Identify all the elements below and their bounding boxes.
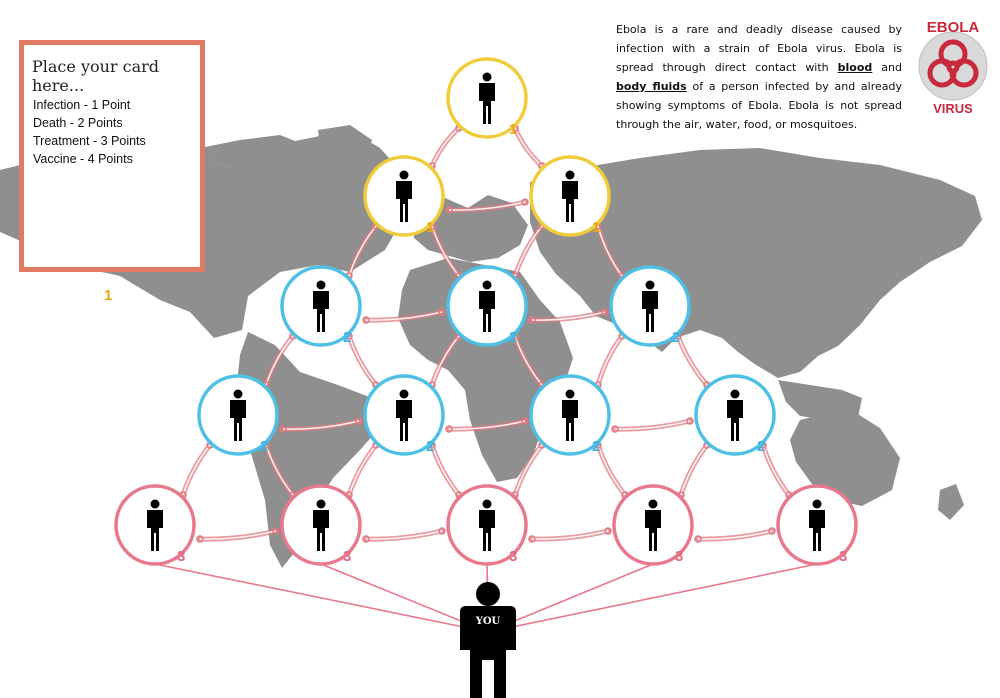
horizontal-connector — [528, 527, 612, 543]
person-icon — [645, 499, 661, 551]
you-link-line — [154, 563, 489, 633]
person-icon — [479, 280, 495, 332]
person-node[interactable]: 3 — [114, 484, 196, 566]
person-icon — [147, 499, 163, 551]
logo-top-text: EBOLA — [927, 19, 980, 36]
horizontal-connector — [362, 308, 446, 324]
person-node[interactable]: 1 — [363, 155, 445, 237]
diagonal-connector — [594, 332, 626, 389]
horizontal-connector — [196, 527, 280, 543]
horizontal-connector — [362, 527, 446, 543]
person-icon — [809, 499, 825, 551]
person-node[interactable]: 1 — [529, 155, 611, 237]
node-point-number: 2 — [672, 329, 680, 346]
node-point-number: 3 — [343, 548, 351, 565]
node-point-number: 3 — [839, 548, 847, 565]
info-blood: blood — [837, 61, 873, 74]
ebola-virus-logo: EBOLA VIRUS — [918, 19, 988, 116]
diagonal-connector — [677, 441, 711, 499]
stray-point-number: 1 — [104, 287, 113, 304]
points-item-death: Death - 2 Points — [33, 116, 123, 130]
person-node[interactable]: 2 — [694, 374, 776, 456]
person-icon — [313, 499, 329, 551]
horizontal-connector — [279, 417, 363, 433]
node-point-number: 1 — [509, 121, 517, 138]
you-label: YOU — [475, 616, 501, 627]
info-part-2: and — [872, 61, 902, 74]
ebola-info-text: Ebola is a rare and deadly disease cause… — [616, 20, 902, 134]
person-icon — [562, 389, 578, 441]
node-point-number: 2 — [757, 438, 765, 455]
person-icon — [727, 389, 743, 441]
node-point-number: 2 — [260, 438, 268, 455]
horizontal-connector — [528, 308, 609, 324]
person-icon — [396, 170, 412, 222]
node-point-number: 2 — [343, 329, 351, 346]
node-point-number: 1 — [426, 219, 434, 236]
person-node[interactable]: 2 — [363, 374, 445, 456]
diagonal-connector — [428, 124, 463, 170]
info-part-3: of a person infected by and already show… — [616, 80, 902, 131]
person-node[interactable]: 2 — [446, 265, 528, 347]
node-point-number: 2 — [426, 438, 434, 455]
person-node[interactable]: 1 — [446, 57, 528, 139]
horizontal-connector — [611, 417, 694, 433]
connector-layer — [179, 124, 793, 543]
node-point-number: 3 — [675, 548, 683, 565]
biohazard-icon — [927, 39, 979, 88]
you-link-line — [487, 563, 818, 633]
card-placement-box[interactable]: Place your card here... Infection - 1 Po… — [19, 40, 205, 272]
node-point-number: 2 — [592, 438, 600, 455]
node-point-number: 3 — [177, 548, 185, 565]
person-nodes: 1 1 1 2 2 2 2 2 2 2 3 3 3 3 3 — [114, 57, 858, 566]
points-item-infection: Infection - 1 Point — [33, 98, 131, 112]
person-icon — [396, 389, 412, 441]
info-part-1: Ebola is a rare and deadly disease cause… — [616, 23, 902, 74]
person-node[interactable]: 3 — [612, 484, 694, 566]
horizontal-connector — [694, 527, 776, 543]
person-icon — [230, 389, 246, 441]
person-node[interactable]: 2 — [609, 265, 691, 347]
node-point-number: 1 — [592, 219, 600, 236]
person-node[interactable]: 3 — [446, 484, 528, 566]
points-item-treatment: Treatment - 3 Points — [33, 134, 146, 148]
person-node[interactable]: 3 — [776, 484, 858, 566]
logo-bottom-text: VIRUS — [933, 101, 973, 116]
diagonal-connector — [179, 441, 214, 499]
person-icon — [562, 170, 578, 222]
horizontal-connector — [445, 417, 529, 433]
card-box-title: Place your card here... — [32, 57, 160, 95]
horizontal-connector — [445, 198, 529, 214]
person-node[interactable]: 2 — [197, 374, 279, 456]
person-node[interactable]: 2 — [529, 374, 611, 456]
person-node[interactable]: 2 — [280, 265, 362, 347]
person-icon — [642, 280, 658, 332]
node-point-number: 2 — [509, 329, 517, 346]
info-body-fluids: body fluids — [616, 80, 687, 93]
person-icon — [479, 72, 495, 124]
you-figure: YOU — [460, 582, 516, 698]
points-item-vaccine: Vaccine - 4 Points — [33, 152, 133, 166]
person-icon — [479, 499, 495, 551]
person-node[interactable]: 3 — [280, 484, 362, 566]
node-point-number: 3 — [509, 548, 517, 565]
points-list: Infection - 1 Point Death - 2 Points Tre… — [33, 96, 146, 168]
person-icon — [313, 280, 329, 332]
